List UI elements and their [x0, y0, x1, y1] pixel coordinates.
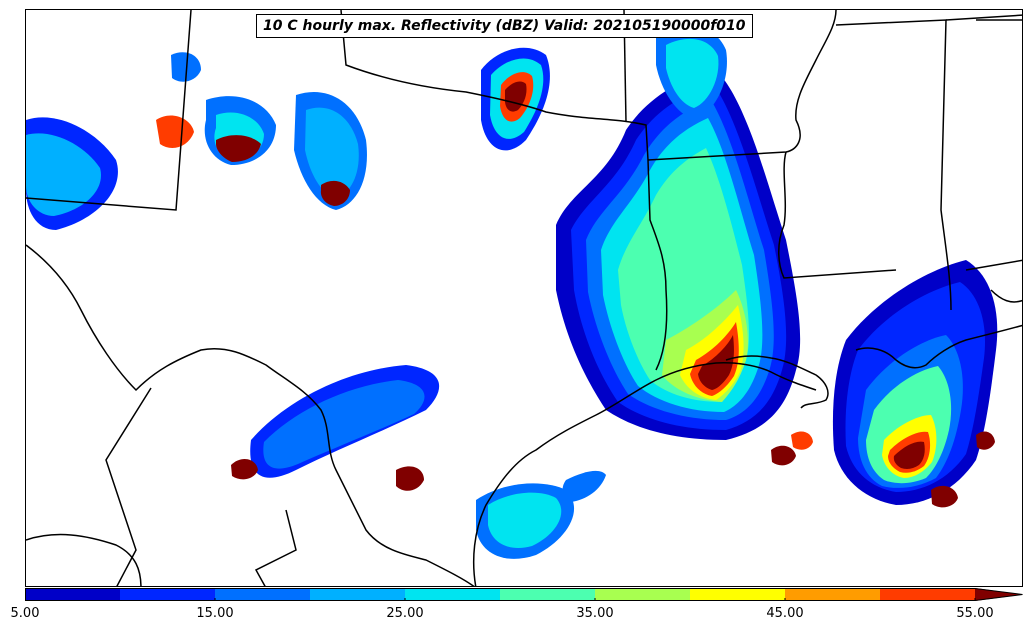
colorbar-svg [25, 588, 1023, 601]
colorbar-segment [310, 588, 406, 601]
storm-complex-oklahoma [481, 26, 727, 151]
colorbar-tick-label: 15.00 [196, 606, 234, 621]
colorbar-segment [595, 588, 691, 601]
colorbar-segment [785, 588, 881, 601]
colorbar-segment [120, 588, 216, 601]
colorbar-tick-label: 25.00 [386, 606, 424, 621]
colorbar-tick-label: 55.00 [956, 606, 994, 621]
map-title: 10 C hourly max. Reflectivity (dBZ) Vali… [256, 14, 753, 38]
colorbar-segment [25, 588, 121, 601]
storm-complex-gulf-east [832, 260, 998, 505]
colorbar [25, 588, 1023, 601]
reflectivity-map [26, 10, 1022, 586]
storm-cells-southeast [771, 431, 995, 508]
storm-complex-northwest [26, 52, 367, 230]
colorbar-segment [215, 588, 311, 601]
colorbar-tick-label: 5.00 [10, 606, 40, 621]
map-panel [25, 9, 1023, 587]
state-boundaries [26, 10, 1022, 586]
reflectivity-field [26, 26, 998, 559]
storm-complex-east-texas [556, 70, 801, 440]
colorbar-tick-label: 35.00 [576, 606, 614, 621]
colorbar-segment [405, 588, 501, 601]
colorbar-segment [880, 588, 976, 601]
colorbar-tick-label: 45.00 [766, 606, 804, 621]
colorbar-segment [690, 588, 786, 601]
colorbar-segment [500, 588, 596, 601]
storm-complex-south-texas [231, 365, 606, 559]
colorbar-extend-arrow [975, 588, 1023, 601]
